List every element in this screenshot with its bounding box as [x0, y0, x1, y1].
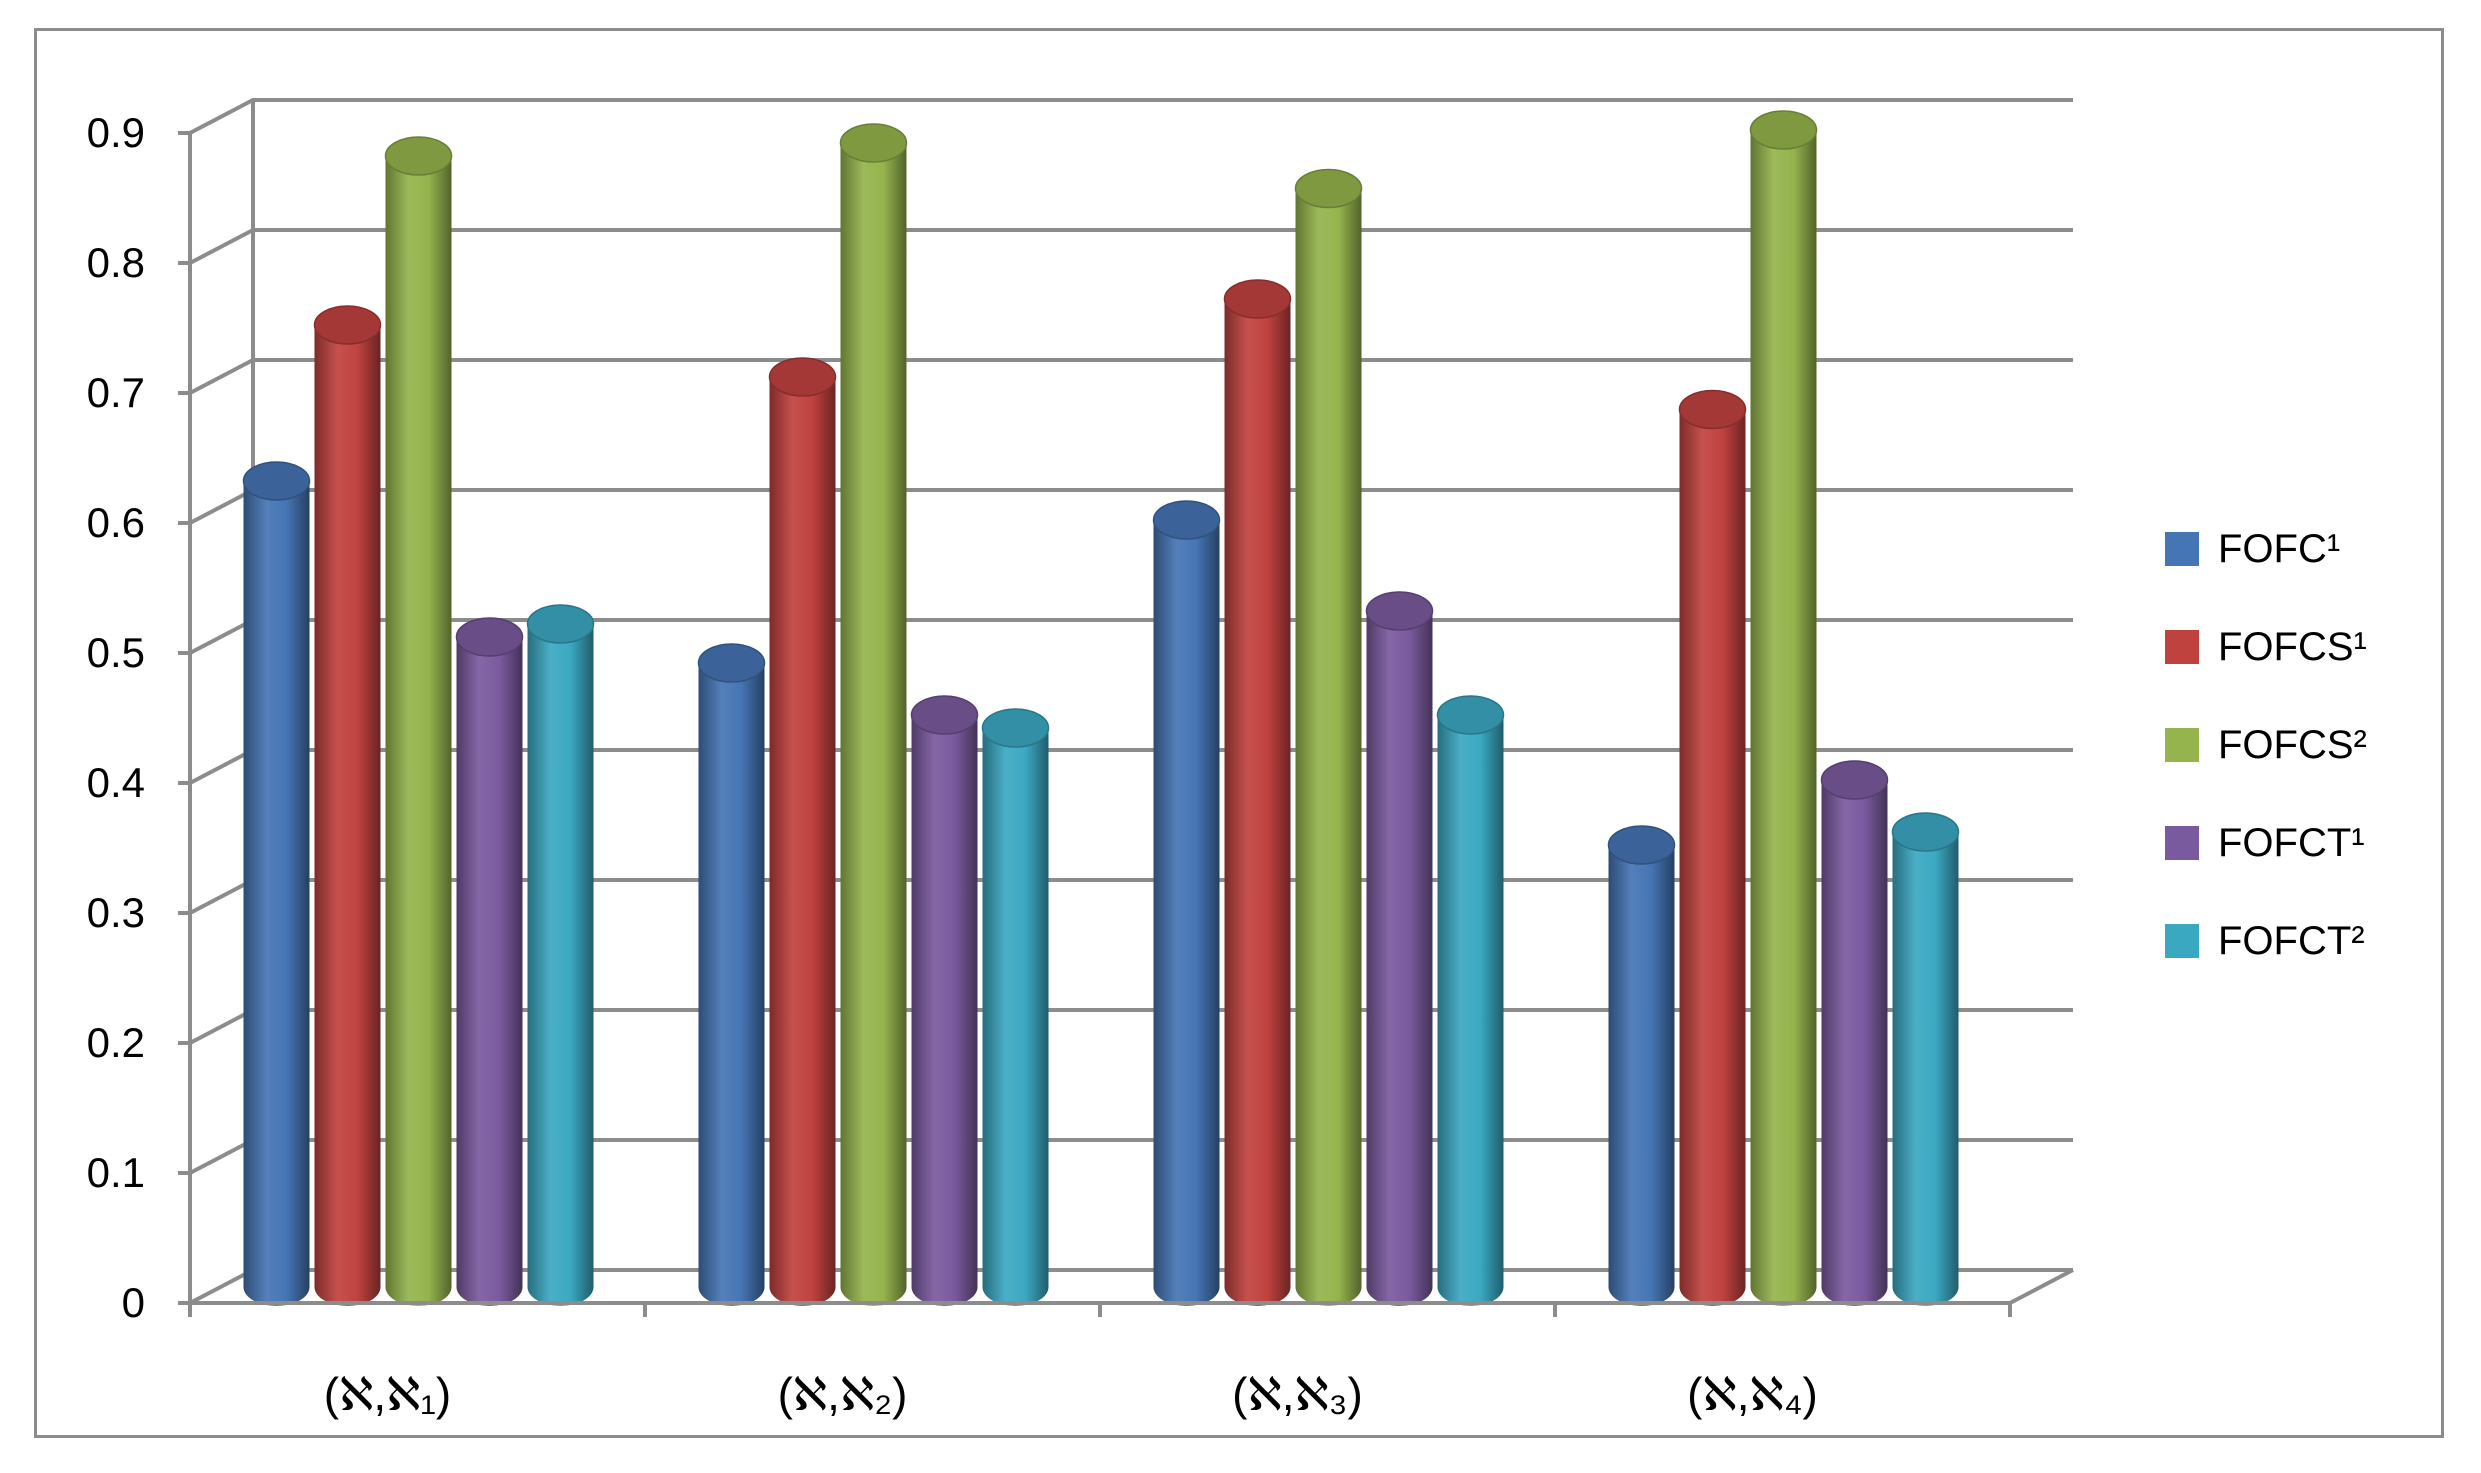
- bar: [768, 357, 837, 1306]
- bar-body: [1750, 130, 1817, 1306]
- x-category-label: (ℵ,ℵ₂): [778, 1368, 908, 1420]
- bar: [1152, 500, 1221, 1306]
- bar-top: [981, 708, 1050, 748]
- bar-body: [982, 728, 1049, 1306]
- bar-top: [910, 695, 979, 735]
- legend-item: FOFCT²: [2165, 919, 2365, 963]
- y-tick-label: 0.3: [87, 889, 145, 936]
- bar: [697, 643, 766, 1306]
- bar-top: [1749, 110, 1818, 150]
- bar: [1891, 812, 1960, 1306]
- bar-top: [1891, 812, 1960, 852]
- bar-body: [1366, 611, 1433, 1306]
- x-axis: (ℵ,ℵ₁) (ℵ,ℵ₂) (ℵ,ℵ₃) (ℵ,ℵ₄): [188, 1268, 2074, 1420]
- bar: [1749, 110, 1818, 1306]
- bar-body: [1153, 520, 1220, 1306]
- y-tick-label: 0.2: [87, 1019, 145, 1066]
- legend-item: FOFCS²: [2165, 723, 2367, 767]
- x-category-label: (ℵ,ℵ₃): [1232, 1368, 1363, 1420]
- bar-top: [1152, 500, 1221, 540]
- bars: [242, 110, 1960, 1306]
- y-tick-label: 0: [122, 1279, 145, 1326]
- y-tick-label: 0.8: [87, 239, 145, 286]
- bar-body: [1295, 188, 1362, 1306]
- legend-item: FOFC¹: [2165, 527, 2340, 571]
- bar-body: [769, 377, 836, 1306]
- bar: [455, 617, 524, 1306]
- bar-top: [526, 604, 595, 644]
- bar-body: [1437, 715, 1504, 1306]
- bar: [1294, 168, 1363, 1306]
- legend-label: FOFCS¹: [2218, 625, 2367, 669]
- legend-swatch: [2165, 630, 2199, 664]
- bar-top: [384, 136, 453, 176]
- bar-body: [385, 156, 452, 1306]
- bar-top: [1678, 389, 1747, 430]
- bar-body: [1224, 299, 1291, 1306]
- bar: [981, 708, 1050, 1306]
- bar-body: [840, 143, 907, 1306]
- y-tick-label: 0.6: [87, 499, 145, 546]
- x-category-label: (ℵ,ℵ₁): [324, 1368, 452, 1420]
- bar: [1607, 825, 1676, 1306]
- legend-label: FOFCT²: [2218, 919, 2365, 963]
- x-category-label: (ℵ,ℵ₄): [1687, 1368, 1818, 1420]
- bar: [384, 136, 453, 1306]
- bar-top: [242, 461, 311, 501]
- bar-body: [243, 481, 310, 1306]
- bar: [1820, 760, 1889, 1306]
- bar-top: [313, 305, 382, 345]
- bar-top: [768, 357, 837, 397]
- y-tick-label: 0.9: [87, 109, 145, 156]
- y-tick-label: 0.5: [87, 629, 145, 676]
- bar: [1678, 389, 1747, 1306]
- legend-swatch: [2165, 924, 2199, 958]
- bar-top: [1294, 168, 1363, 209]
- gridline: [178, 358, 2073, 395]
- bar: [1436, 695, 1505, 1306]
- legend-item: FOFCT¹: [2165, 821, 2365, 865]
- legend: FOFC¹ FOFCS¹ FOFCS² FOFCT¹ FOFCT²: [2165, 527, 2367, 963]
- bar-body: [456, 637, 523, 1306]
- y-axis-ticks: 0 0.1 0.2 0.3 0.4 0.5 0.6 0.7 0.8 0.9: [87, 109, 145, 1326]
- bar: [910, 695, 979, 1306]
- bar: [526, 604, 595, 1306]
- y-tick-label: 0.7: [87, 369, 145, 416]
- bar-body: [527, 624, 594, 1306]
- legend-swatch: [2165, 728, 2199, 762]
- bar-top: [1365, 591, 1434, 631]
- legend-swatch: [2165, 826, 2199, 860]
- legend-item: FOFCS¹: [2165, 625, 2367, 669]
- bar-body: [1821, 780, 1888, 1306]
- gridline: [178, 98, 2073, 135]
- legend-swatch: [2165, 532, 2199, 566]
- bar-body: [1608, 845, 1675, 1306]
- bar-body: [1679, 409, 1746, 1306]
- bar: [1365, 591, 1434, 1306]
- bar-top: [455, 617, 524, 657]
- gridline: [178, 228, 2073, 265]
- bar-body: [1892, 832, 1959, 1306]
- y-tick-label: 0.1: [87, 1149, 145, 1196]
- y-tick-label: 0.4: [87, 759, 145, 806]
- bar: [313, 305, 382, 1306]
- legend-label: FOFC¹: [2218, 527, 2340, 571]
- bar-body: [314, 325, 381, 1306]
- legend-label: FOFCT¹: [2218, 821, 2365, 865]
- bar-body: [698, 663, 765, 1306]
- bar-body: [911, 715, 978, 1306]
- bar: [1223, 279, 1292, 1306]
- bar-top: [839, 123, 908, 163]
- bar: [242, 461, 311, 1306]
- bar-top: [1820, 760, 1889, 800]
- gridline: [178, 488, 2073, 525]
- bar-top: [1607, 825, 1676, 865]
- bar-top: [697, 643, 766, 683]
- bar: [839, 123, 908, 1306]
- bar-top: [1436, 695, 1505, 735]
- bar-top: [1223, 279, 1292, 319]
- floor-right-edge: [2009, 1268, 2074, 1305]
- legend-label: FOFCS²: [2218, 723, 2367, 767]
